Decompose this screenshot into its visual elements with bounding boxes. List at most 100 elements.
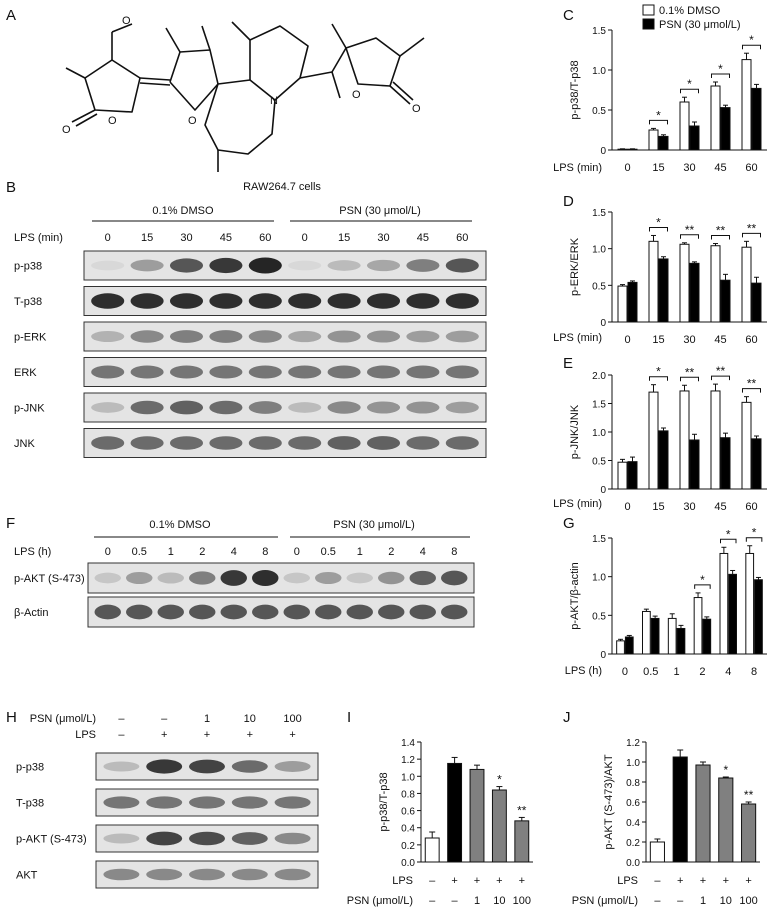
blot-band <box>209 257 243 274</box>
blot-band <box>274 761 311 772</box>
y-tick-label: 1.0 <box>592 245 606 256</box>
blot-row-label: p-AKT (S-473) <box>16 834 87 846</box>
blot-row-label: JNK <box>14 438 35 450</box>
lps-value: – <box>429 875 436 887</box>
y-tick-label: 0 <box>600 650 606 661</box>
y-tick-label: 0.2 <box>401 841 415 852</box>
panel-label-i: I <box>347 709 351 726</box>
blot-band <box>252 604 279 620</box>
y-tick-label: 0.4 <box>401 824 415 835</box>
lps-value: + <box>474 875 480 887</box>
significance-marker: ** <box>716 364 726 378</box>
x-tick-label: 45 <box>714 334 726 346</box>
y-tick-label: 1.5 <box>592 26 606 37</box>
lane-label: 0 <box>302 232 308 244</box>
significance-marker: * <box>718 62 723 76</box>
blot-band <box>366 259 401 272</box>
lane-label: 15 <box>338 232 350 244</box>
significance-bracket <box>711 235 730 240</box>
x-tick-label: 45 <box>714 501 726 513</box>
bar-dmso <box>616 640 625 655</box>
lane-label: 45 <box>417 232 429 244</box>
group-label-dmso: 0.1% DMSO <box>149 519 211 531</box>
blot-band <box>445 258 479 273</box>
blot-band <box>126 571 153 585</box>
significance-marker: * <box>726 527 731 541</box>
blot-row-label: ERK <box>14 367 37 379</box>
significance-marker: ** <box>517 803 527 817</box>
blot-band <box>189 796 225 809</box>
x-axis-label: LPS (min) <box>553 162 602 174</box>
blot-band <box>366 365 401 379</box>
y-tick-label: 1.0 <box>401 772 415 783</box>
y-tick-label: 0.5 <box>592 281 606 292</box>
psn-value: – <box>677 895 684 907</box>
panel-label-e: E <box>563 355 573 372</box>
y-tick-label: 1.4 <box>401 738 415 749</box>
y-axis-label: p-ERK/ERK <box>569 237 581 296</box>
lane-label: 8 <box>262 546 268 558</box>
blot-band <box>445 330 479 343</box>
blot-band <box>346 604 373 620</box>
significance-marker: * <box>687 77 692 91</box>
blot-band <box>274 868 311 881</box>
blot-band <box>157 572 184 584</box>
lane-label: 8 <box>451 546 457 558</box>
blot-band <box>346 572 373 584</box>
y-tick-label: 0.8 <box>626 778 640 789</box>
lps-value: + <box>204 729 210 741</box>
psn-value: – <box>429 895 436 907</box>
blot-band <box>248 257 282 274</box>
blot-band <box>315 604 342 620</box>
row-label-lps: LPS <box>617 875 638 887</box>
significance-marker: ** <box>744 788 754 802</box>
bar <box>491 789 507 863</box>
blot-band <box>406 365 440 379</box>
row-label-lps: LPS <box>392 875 413 887</box>
blot-band <box>366 330 401 343</box>
significance-marker: ** <box>685 223 695 237</box>
blot-band <box>146 759 183 774</box>
blot-band <box>327 401 361 414</box>
significance-bracket <box>680 376 699 382</box>
panel-label-f: F <box>6 515 15 532</box>
blot-band <box>103 796 140 809</box>
bar-psn <box>627 148 638 151</box>
blot-band <box>91 260 125 271</box>
blot-band <box>91 436 125 450</box>
bar-dmso <box>648 240 659 323</box>
cell-line-label: RAW264.7 cells <box>243 181 321 193</box>
blot-band <box>366 401 401 414</box>
lane-label: 30 <box>377 232 389 244</box>
x-tick-label: 2 <box>699 666 705 678</box>
psn-value: 1 <box>700 895 706 907</box>
bar <box>424 837 440 863</box>
blot-band <box>445 401 479 414</box>
y-tick-label: 0.0 <box>626 858 640 869</box>
bar-dmso <box>741 246 752 323</box>
blot-band <box>406 293 440 309</box>
structure-atom-labels: O O O O N O O <box>62 15 421 136</box>
bar-psn <box>689 125 700 151</box>
bar-dmso <box>710 85 721 151</box>
blot-row-label: p-JNK <box>14 403 45 415</box>
significance-marker: * <box>700 573 705 587</box>
lane-label: 15 <box>141 232 153 244</box>
blot-band <box>94 572 121 584</box>
blot-band <box>169 365 204 379</box>
x-axis-label: LPS (min) <box>553 332 602 344</box>
panel-label-j: J <box>563 709 571 726</box>
blot-band <box>288 260 322 271</box>
blot-band <box>220 570 247 586</box>
bar-psn <box>689 439 700 490</box>
blot-band <box>441 604 468 620</box>
blot-band <box>288 365 322 379</box>
blot-band <box>209 436 243 450</box>
blot-membrane <box>83 321 487 352</box>
blot-band <box>130 293 164 309</box>
blot-band <box>409 570 436 586</box>
blot-band <box>189 571 216 585</box>
blot-band <box>169 400 204 415</box>
blot-band <box>274 832 311 845</box>
significance-bracket <box>680 88 699 94</box>
